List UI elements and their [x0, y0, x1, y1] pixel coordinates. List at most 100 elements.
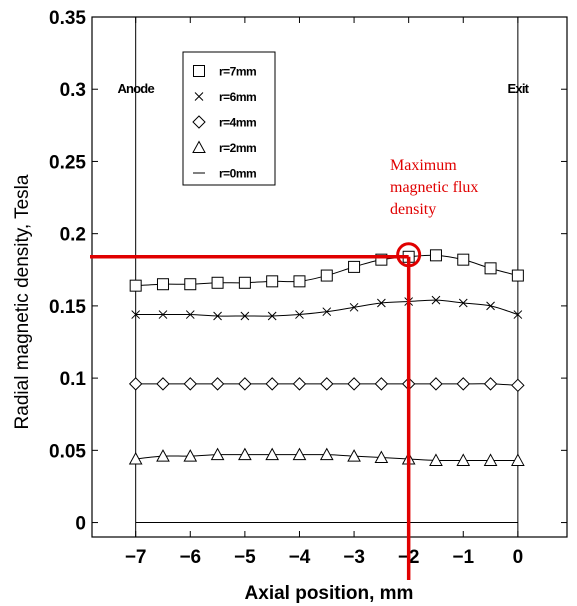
data-point	[457, 253, 470, 266]
data-point	[458, 298, 468, 308]
x-tick-label: −7	[125, 547, 147, 568]
x-tick-label: −3	[343, 547, 365, 568]
data-point	[513, 310, 523, 319]
legend-item: r=2mm	[192, 140, 257, 155]
series-r=4mm	[128, 377, 525, 393]
series-line	[135, 299, 519, 317]
data-point	[347, 449, 361, 462]
data-point	[456, 377, 470, 391]
data-point	[375, 253, 388, 266]
x-tick-label: −4	[289, 547, 311, 568]
legend-marker	[192, 115, 206, 129]
data-point	[374, 377, 389, 391]
data-point	[156, 449, 170, 462]
x-tick-label: −6	[179, 547, 201, 568]
annotation-line: density	[390, 201, 436, 218]
data-point	[483, 377, 498, 391]
legend: r=7mm r=6mm r=4mm r=2mm r=0mm	[182, 51, 276, 186]
data-point	[320, 269, 333, 282]
data-point	[210, 377, 225, 391]
data-point	[349, 302, 359, 312]
data-point	[210, 447, 225, 461]
data-point	[374, 450, 389, 464]
data-point	[483, 453, 498, 466]
series-r=7mm	[129, 249, 524, 292]
data-point	[511, 453, 525, 466]
data-point	[511, 269, 524, 282]
data-point	[292, 447, 307, 461]
highlight-layer	[90, 242, 422, 580]
highlight-circle	[396, 242, 422, 268]
data-point	[238, 377, 252, 391]
data-point	[265, 377, 279, 391]
data-point	[185, 310, 195, 319]
data-point	[265, 447, 280, 461]
data-point	[456, 453, 471, 466]
data-point	[184, 278, 197, 291]
legend-item: r=7mm	[193, 65, 257, 79]
y-tick-label: 0	[75, 514, 86, 535]
data-point	[429, 377, 443, 391]
data-point	[131, 310, 141, 319]
legend-item: r=0mm	[193, 167, 257, 181]
x-tick-label: −1	[452, 547, 474, 568]
y-tick-label: 0.05	[49, 441, 86, 462]
legend-marker	[193, 65, 205, 77]
data-point	[320, 377, 334, 391]
data-point	[156, 278, 169, 291]
annotation: Maximum magnetic flux density	[390, 157, 478, 218]
legend-label: r=2mm	[219, 141, 256, 155]
data-point	[377, 298, 386, 308]
reference-line-label: Anode	[117, 81, 154, 96]
data-point	[158, 310, 168, 319]
data-point	[238, 447, 252, 461]
x-tick-label: 0	[513, 547, 524, 568]
legend-marker	[192, 140, 206, 153]
data-point	[348, 260, 361, 273]
legend-label: r=7mm	[219, 65, 256, 79]
annotation-line: Maximum	[390, 157, 457, 174]
x-axis-title: Axial position, mm	[245, 583, 414, 604]
data-point	[183, 449, 198, 462]
legend-label: r=4mm	[219, 116, 256, 130]
data-point	[486, 301, 495, 311]
data-point	[266, 275, 279, 288]
data-point	[129, 279, 142, 292]
data-point	[293, 275, 306, 288]
data-point	[213, 311, 222, 321]
x-tick-label: −5	[234, 547, 256, 568]
y-tick-label: 0.2	[60, 225, 86, 246]
data-point	[238, 276, 251, 289]
legend-item: r=6mm	[194, 90, 257, 104]
legend-marker	[194, 92, 204, 101]
data-point	[183, 377, 197, 391]
data-point	[267, 311, 277, 321]
series-r=6mm	[131, 295, 523, 321]
data-point	[292, 377, 307, 391]
y-tick-label: 0.25	[49, 152, 86, 173]
data-point	[484, 262, 497, 275]
y-tick-label: 0.15	[49, 297, 86, 318]
annotation-line: magnetic flux	[390, 179, 478, 196]
data-point	[128, 451, 143, 465]
data-point	[429, 249, 442, 262]
y-tick-label: 0.1	[60, 369, 87, 390]
legend-label: r=6mm	[219, 90, 256, 104]
y-axis-title: Radial magnetic density, Tesla	[12, 174, 33, 429]
data-point	[295, 310, 304, 319]
data-point	[322, 307, 332, 317]
data-point	[156, 377, 170, 391]
data-point	[431, 295, 441, 305]
data-point	[511, 378, 525, 393]
y-tick-label: 0.35	[49, 8, 86, 29]
data-point	[211, 276, 224, 289]
data-point	[319, 447, 334, 461]
data-point	[347, 377, 361, 391]
y-tick-label: 0.3	[60, 80, 86, 101]
series-layer	[128, 249, 525, 524]
legend-label: r=0mm	[219, 167, 256, 181]
data-point	[128, 377, 143, 391]
legend-item: r=4mm	[192, 115, 257, 130]
series-r=2mm	[128, 447, 525, 466]
